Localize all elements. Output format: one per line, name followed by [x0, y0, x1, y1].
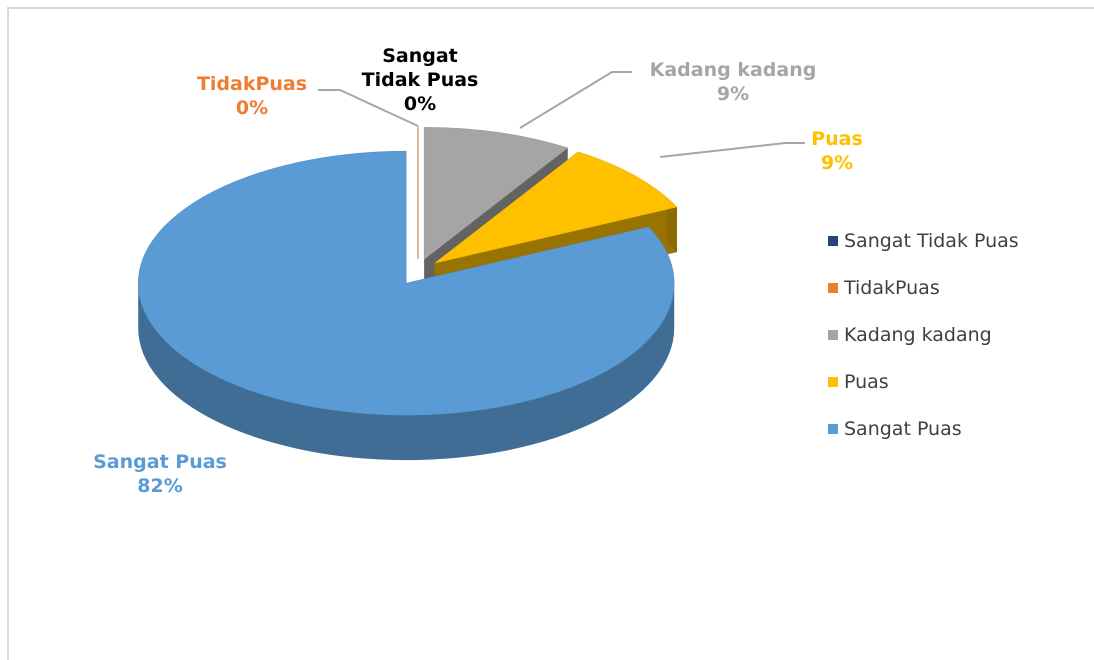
legend-entry: Sangat Puas	[828, 418, 962, 440]
slice-side	[138, 283, 675, 461]
data-label-value: 9%	[716, 83, 750, 105]
data-label-value: 0%	[235, 97, 269, 119]
legend-swatch	[828, 377, 838, 387]
legend-label: TidakPuas	[844, 277, 940, 299]
data-label: Sangat Tidak Puas 0%	[355, 44, 485, 116]
legend-entry: TidakPuas	[828, 277, 940, 299]
data-label-name: Sangat Puas	[93, 451, 227, 473]
legend-label: Puas	[844, 371, 889, 393]
pie	[137, 126, 678, 461]
data-label-name: Kadang kadang	[649, 59, 817, 81]
legend-entry: Kadang kadang	[828, 324, 992, 346]
legend-swatch	[828, 283, 838, 293]
data-label: Puas 9%	[787, 127, 887, 175]
legend-swatch	[828, 330, 838, 340]
legend-swatch	[828, 236, 838, 246]
data-label-value: 82%	[137, 475, 183, 497]
leader-line	[318, 89, 419, 127]
leader-line	[519, 71, 632, 129]
slice-side	[666, 197, 677, 253]
leader-line	[659, 142, 805, 158]
chart-border	[7, 7, 1094, 660]
legend-entry: Puas	[828, 371, 889, 393]
data-label-name: Puas	[811, 128, 863, 150]
data-label-name: TidakPuas	[196, 73, 308, 95]
legend-label: Kadang kadang	[844, 324, 992, 346]
slice	[423, 127, 569, 260]
data-label: Sangat Puas 82%	[70, 450, 250, 498]
legend-label: Sangat Tidak Puas	[844, 230, 1019, 252]
slice	[434, 151, 678, 264]
slice	[137, 150, 675, 416]
data-label: Kadang kadang 9%	[623, 58, 843, 106]
legend-entry: Sangat Tidak Puas	[828, 230, 1019, 252]
data-label-name: Sangat Tidak Puas	[361, 45, 479, 91]
legend-swatch	[828, 424, 838, 434]
data-label-value: 9%	[820, 152, 854, 174]
legend-label: Sangat Puas	[844, 418, 962, 440]
data-label: TidakPuas 0%	[172, 72, 332, 120]
pie-tops	[137, 126, 678, 416]
data-label-value: 0%	[403, 93, 437, 115]
